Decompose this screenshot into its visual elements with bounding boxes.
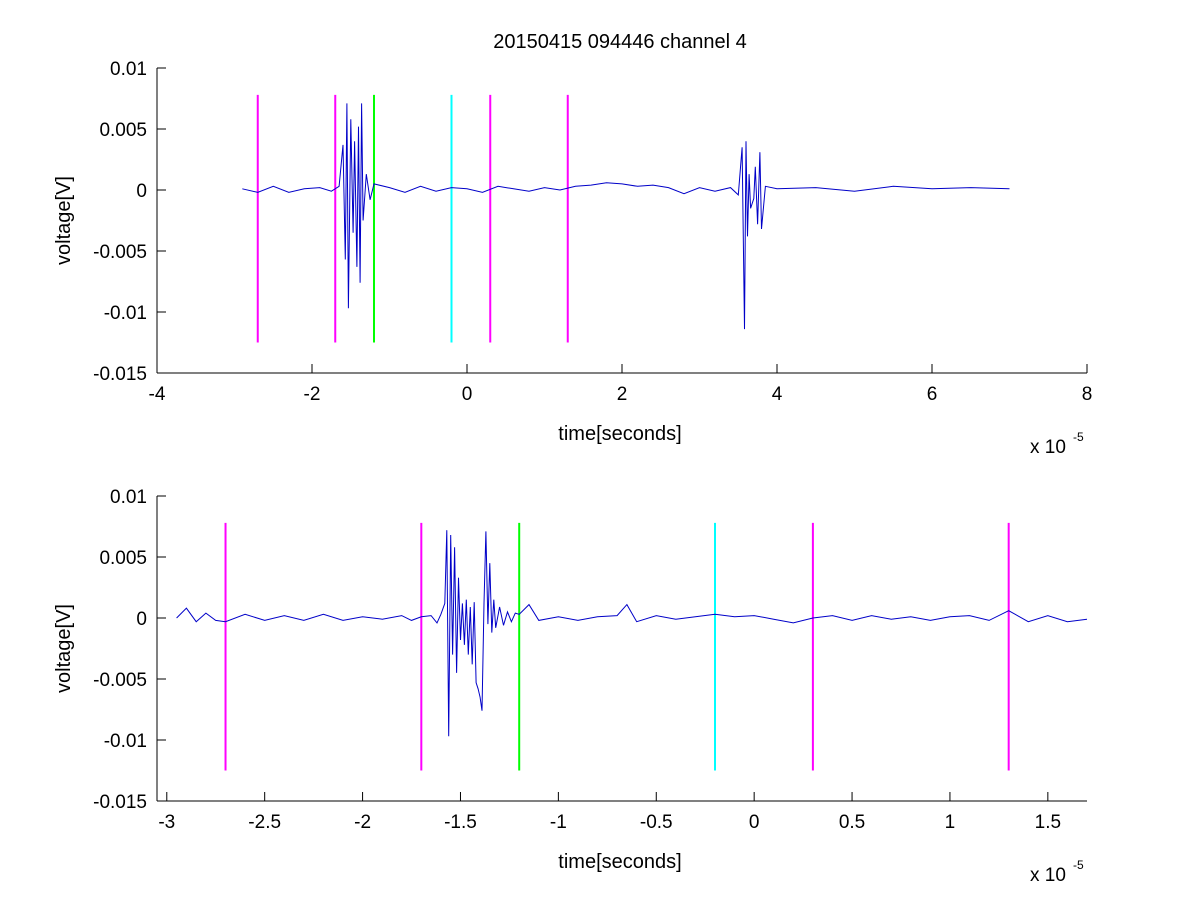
x-tick-label: -1.5 <box>444 812 477 833</box>
y-axis-label: voltage[V] <box>53 604 75 693</box>
y-tick-label: 0.005 <box>99 548 147 569</box>
y-tick-label: -0.005 <box>93 670 147 691</box>
y-tick-label: 0.01 <box>110 487 147 508</box>
x-tick-label: 0 <box>462 384 473 405</box>
x-tick-label: 1.5 <box>1035 812 1061 833</box>
x-tick-label: -0.5 <box>640 812 673 833</box>
y-tick-label: -0.015 <box>93 792 147 813</box>
signal-trace <box>242 103 1010 330</box>
y-axis-label: voltage[V] <box>53 176 75 265</box>
x-tick-label: 6 <box>927 384 938 405</box>
y-tick-label: -0.005 <box>93 242 147 263</box>
x-tick-label: 0 <box>749 812 760 833</box>
x-tick-label: 8 <box>1082 384 1093 405</box>
y-tick-label: -0.01 <box>104 731 147 752</box>
x-tick-label: -3 <box>158 812 175 833</box>
x-exponent-power: -5 <box>1073 430 1084 444</box>
y-tick-label: 0 <box>136 609 147 630</box>
y-tick-label: -0.015 <box>93 364 147 385</box>
x-tick-label: -1 <box>550 812 567 833</box>
x-axis-label: time[seconds] <box>558 423 681 445</box>
bottom-chart: -3 -2.5 -2 -1.5 -1 -0.5 0 0.5 1 1.5 0.01 0.005 0 -0.0… <box>53 487 1088 886</box>
x-tick-label: 2 <box>617 384 628 405</box>
x-tick-label: 0.5 <box>839 812 865 833</box>
x-tick-label: 4 <box>772 384 783 405</box>
signal-trace <box>176 530 1088 737</box>
x-exponent-label: x 10 <box>1030 865 1066 886</box>
x-tick-label: 1 <box>945 812 956 833</box>
figure-title: 20150415 094446 channel 4 <box>493 31 747 53</box>
y-tick-label: 0.005 <box>99 120 147 141</box>
x-exponent-label: x 10 <box>1030 437 1066 458</box>
x-axis-label: time[seconds] <box>558 851 681 873</box>
x-tick-label: -2.5 <box>248 812 281 833</box>
x-tick-label: -2 <box>304 384 321 405</box>
x-tick-label: -4 <box>149 384 166 405</box>
y-tick-label: -0.01 <box>104 303 147 324</box>
top-chart: -4 -2 0 2 4 6 8 0.01 0.005 0 -0.005 -0.01 -0.015 time… <box>53 59 1092 458</box>
x-exponent-power: -5 <box>1073 858 1084 872</box>
y-tick-label: 0.01 <box>110 59 147 80</box>
y-tick-label: 0 <box>136 181 147 202</box>
x-tick-label: -2 <box>354 812 371 833</box>
